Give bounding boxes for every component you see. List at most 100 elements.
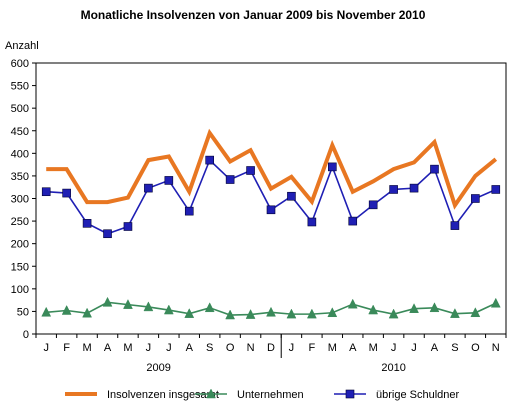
- data-point-2: [164, 176, 174, 185]
- y-tick-label: 300: [11, 194, 29, 206]
- data-point-2: [266, 205, 276, 215]
- data-point-1: [490, 297, 501, 308]
- data-point-1: [409, 303, 419, 313]
- data-point-1: [102, 296, 113, 307]
- x-tick-label: M: [123, 342, 132, 354]
- data-point-2: [103, 229, 112, 239]
- x-tick-label: A: [104, 342, 112, 354]
- data-point-2: [328, 162, 337, 172]
- data-point-1: [347, 298, 358, 309]
- plot-area: [35, 62, 507, 335]
- legend-item-1: Unternehmen: [195, 388, 304, 401]
- data-point-1: [245, 309, 256, 319]
- series-1: [41, 296, 501, 320]
- data-point-2: [450, 221, 460, 230]
- data-point-2: [82, 219, 92, 228]
- series-0: [46, 128, 498, 210]
- y-tick-label: 200: [11, 239, 29, 251]
- data-point-1: [306, 308, 317, 319]
- x-tick-label: F: [309, 342, 316, 354]
- y-tick-label: 450: [11, 126, 29, 138]
- x-tick-label: J: [43, 342, 49, 354]
- data-point-2: [123, 222, 133, 231]
- x-tick-label: J: [166, 342, 172, 354]
- data-point-1: [163, 304, 174, 315]
- data-point-1: [204, 302, 215, 313]
- y-tick-label: 500: [11, 103, 29, 115]
- y-tick-label: 50: [17, 306, 29, 318]
- data-point-2: [184, 206, 194, 216]
- data-point-1: [225, 309, 236, 320]
- data-point-2: [491, 185, 501, 194]
- y-tick-label: 150: [11, 261, 29, 273]
- data-point-legend-1: [206, 388, 216, 399]
- x-tick-label: A: [349, 342, 357, 354]
- y-tick-label: 600: [11, 58, 29, 70]
- data-point-1: [184, 308, 195, 318]
- x-tick-label: J: [391, 342, 397, 354]
- data-point-1: [143, 301, 154, 312]
- legend-label: Insolvenzen insgesamt: [107, 389, 219, 401]
- data-point-2: [144, 183, 153, 193]
- data-point-1: [286, 308, 297, 319]
- x-tick-label: S: [206, 342, 213, 354]
- series-line-2: [46, 158, 497, 235]
- data-point-2: [225, 175, 235, 184]
- y-axis: 0 50 100 150 200 250 300 350 400 450 500 550 600: [11, 58, 36, 341]
- chart-title: Monatliche Insolvenzen von Januar 2009 b…: [81, 8, 426, 22]
- y-tick-label: 550: [11, 81, 29, 93]
- data-point-2: [389, 185, 398, 194]
- y-tick-label: 0: [23, 329, 29, 341]
- y-tick-label: 350: [11, 171, 29, 183]
- data-point-1: [41, 306, 52, 317]
- x-tick-label: O: [226, 342, 235, 354]
- legend-item-2: übrige Schuldner: [334, 389, 460, 401]
- x-tick-label: J: [289, 342, 295, 354]
- legend-item-0: Insolvenzen insgesamt: [65, 389, 219, 401]
- data-point-1: [470, 307, 481, 318]
- data-point-1: [450, 308, 460, 318]
- data-point-1: [327, 307, 338, 318]
- year-label: 2009: [146, 362, 170, 374]
- x-tick-label: J: [146, 342, 152, 354]
- data-point-2: [471, 194, 480, 203]
- series-2: [41, 155, 501, 239]
- data-point-2: [409, 183, 419, 193]
- data-point-2: [246, 166, 255, 175]
- x-tick-label: F: [63, 342, 70, 354]
- data-point-1: [123, 299, 133, 309]
- x-tick-label: A: [186, 342, 194, 354]
- x-tick-label: S: [451, 342, 458, 354]
- series-line-0: [46, 128, 498, 210]
- year-label: 2010: [381, 362, 405, 374]
- data-point-2: [307, 217, 317, 227]
- legend-label: übrige Schuldner: [376, 389, 460, 401]
- y-tick-label: 250: [11, 216, 29, 228]
- data-point-1: [388, 308, 399, 319]
- series-layer: [41, 128, 501, 320]
- data-point-2: [430, 164, 439, 174]
- data-point-1: [266, 306, 276, 317]
- data-point-1: [82, 307, 92, 318]
- y-tick-label: 100: [11, 284, 29, 296]
- legend-label: Unternehmen: [237, 389, 304, 401]
- data-point-2: [205, 155, 214, 165]
- y-axis-label: Anzahl: [5, 40, 39, 52]
- x-tick-label: N: [247, 342, 255, 354]
- legend: Insolvenzen insgesamt Unternehmen übrige S…: [65, 388, 460, 401]
- x-tick-label: N: [492, 342, 500, 354]
- x-tick-label: D: [267, 342, 275, 354]
- data-point-2: [368, 200, 378, 210]
- data-point-2: [348, 216, 358, 226]
- x-tick-label: A: [431, 342, 439, 354]
- data-point-1: [61, 304, 72, 315]
- y-tick-label: 400: [11, 148, 29, 160]
- x-tick-label: M: [83, 342, 92, 354]
- data-point-legend-2: [345, 389, 355, 399]
- x-tick-label: M: [369, 342, 378, 354]
- data-point-1: [429, 302, 440, 313]
- data-point-1: [368, 304, 379, 315]
- data-point-2: [62, 188, 71, 198]
- x-tick-label: M: [328, 342, 337, 354]
